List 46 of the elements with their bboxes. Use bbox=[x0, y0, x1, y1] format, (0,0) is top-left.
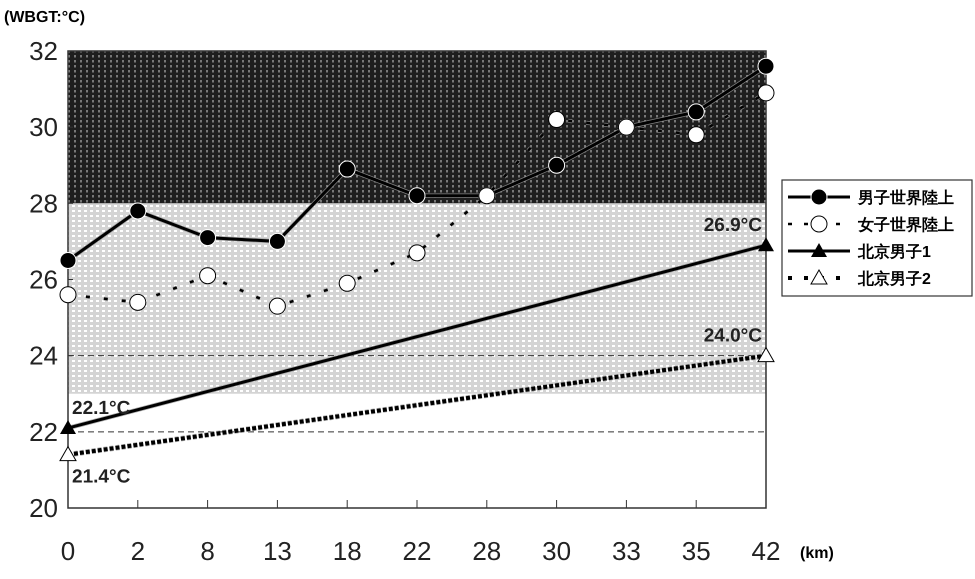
y-tick-label: 28 bbox=[29, 188, 58, 218]
y-tick-label: 32 bbox=[29, 36, 58, 66]
x-tick-label: 30 bbox=[542, 536, 572, 566]
x-tick-label: 22 bbox=[402, 536, 432, 566]
point bbox=[129, 202, 146, 220]
legend-label: 北京男子1 bbox=[857, 243, 931, 261]
y-tick-label: 22 bbox=[29, 416, 58, 447]
x-tick-label: 42 bbox=[752, 536, 780, 566]
x-tick-label: 13 bbox=[262, 536, 292, 566]
x-tick-label: 0 bbox=[60, 536, 76, 566]
annotation: 21.4°C bbox=[72, 466, 131, 488]
annotation: 26.9°C bbox=[704, 215, 762, 236]
legend-label: 女子世界陸上 bbox=[857, 216, 954, 234]
x-tick-label: 2 bbox=[130, 536, 146, 566]
point bbox=[268, 298, 286, 315]
annotation: 22.1°C bbox=[72, 398, 131, 420]
point bbox=[548, 111, 566, 128]
point bbox=[60, 252, 76, 269]
y-tick-label: 30 bbox=[29, 112, 58, 142]
point bbox=[408, 187, 426, 204]
x-axis-title: (km) bbox=[800, 545, 834, 562]
point bbox=[758, 58, 774, 75]
point bbox=[408, 244, 426, 262]
point bbox=[548, 156, 566, 174]
point bbox=[338, 160, 356, 178]
y-tick-label: 24 bbox=[29, 340, 58, 371]
point bbox=[199, 267, 216, 284]
point bbox=[199, 229, 216, 246]
x-tick-label: 35 bbox=[682, 536, 711, 566]
point bbox=[688, 126, 705, 144]
point bbox=[338, 274, 356, 292]
legend-label: 北京男子2 bbox=[857, 270, 931, 288]
x-tick-label: 18 bbox=[332, 536, 362, 566]
legend-label: 男子世界陸上 bbox=[857, 189, 954, 207]
point bbox=[758, 84, 774, 102]
point bbox=[60, 286, 76, 304]
x-tick-label: 33 bbox=[612, 536, 641, 566]
y-tick-label: 20 bbox=[29, 493, 58, 523]
annotation: 24.0°C bbox=[704, 326, 762, 347]
x-tick-label: 8 bbox=[200, 536, 215, 566]
x-tick-label: 28 bbox=[472, 536, 502, 566]
y-tick-label: 26 bbox=[29, 264, 58, 294]
y-axis-title: (WBGT:°C) bbox=[4, 9, 86, 26]
point bbox=[129, 294, 146, 311]
point bbox=[688, 103, 705, 120]
point bbox=[268, 232, 286, 250]
